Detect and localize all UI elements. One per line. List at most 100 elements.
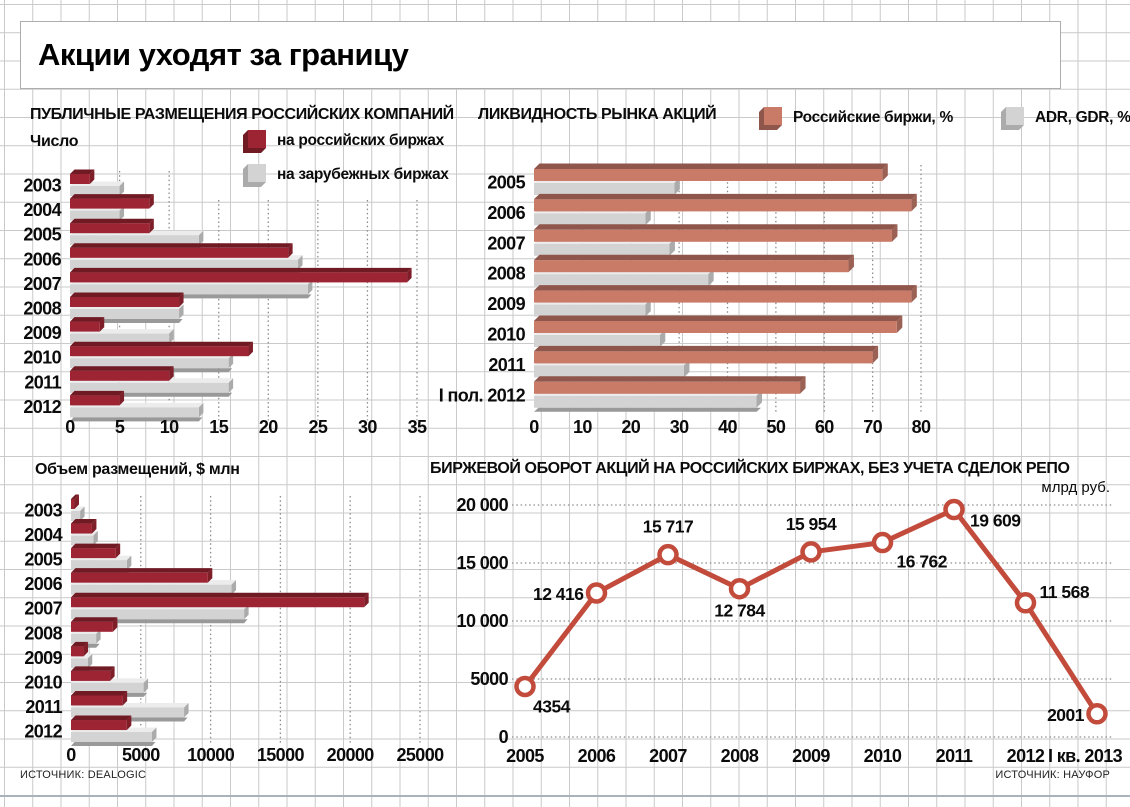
x-tick-label: 10 — [573, 417, 592, 437]
bar-primary — [70, 395, 120, 406]
category-label: 2003 — [24, 501, 62, 521]
x-tick-label: 25 — [308, 417, 327, 437]
chart1-legend: на российских биржах на зарубежных биржа… — [240, 124, 449, 192]
bar-primary — [71, 720, 127, 731]
x-tick-label: 15 — [209, 417, 228, 437]
category-label: 2008 — [487, 264, 525, 284]
category-label: 2010 — [487, 325, 525, 345]
bar-primary — [71, 499, 75, 509]
header-box: Акции уходят за границу — [20, 21, 1061, 89]
chart-exchange-turnover: 0 5000 10 000 15 000 20 000 4354 12 416 15 717 1… — [457, 495, 1124, 766]
bar-primary — [70, 198, 150, 209]
data-point-2008 — [728, 577, 751, 600]
x-tick-label: 2011 — [936, 746, 973, 766]
chart3-title: Объем размещений, $ млн — [35, 461, 240, 478]
value-label: 12 784 — [714, 601, 765, 621]
x-tick-label: 25000 — [396, 745, 444, 765]
legend-cube — [1000, 107, 1024, 130]
bar-row-2004: 2004 — [24, 519, 98, 550]
x-tick-label: 15000 — [257, 745, 305, 765]
bar-secondary — [70, 358, 229, 369]
bar-secondary — [71, 707, 185, 718]
turnover-line — [522, 507, 1100, 717]
value-label: 12 416 — [533, 584, 584, 604]
bar-secondary — [71, 535, 94, 546]
bar-secondary — [534, 395, 757, 408]
category-label: 2008 — [23, 299, 61, 319]
bar-secondary — [71, 732, 152, 743]
x-tick-label: 70 — [863, 417, 882, 437]
category-label: 2006 — [24, 574, 62, 594]
legend-label: ADR, GDR, % — [1034, 109, 1130, 126]
red-cube-icon — [240, 126, 268, 156]
y-tick-label: 0 — [499, 727, 509, 747]
bar-primary — [71, 597, 365, 608]
bar-row-2006: 2006 — [487, 193, 917, 230]
bar-row-2003: 2003 — [24, 494, 85, 525]
x-tick-label: 2006 — [578, 746, 616, 766]
legend-label: Российские биржи, % — [793, 109, 953, 126]
bar-primary — [534, 229, 892, 242]
x-tick-label: 20 — [621, 417, 640, 437]
data-point-2007 — [657, 543, 679, 566]
bar-primary — [534, 260, 849, 273]
x-tick-label: 35 — [408, 417, 427, 437]
category-label: 2006 — [23, 249, 61, 269]
data-point-2010 — [871, 531, 894, 554]
category-label: 2012 — [24, 722, 62, 742]
bar-secondary — [71, 560, 127, 571]
bar-secondary — [70, 407, 199, 418]
legend-cube — [759, 107, 782, 130]
data-point-2005 — [514, 675, 536, 698]
bar-secondary — [71, 511, 81, 521]
category-label: 2011 — [25, 697, 62, 717]
category-label: 2004 — [24, 525, 62, 545]
bar-secondary — [71, 633, 97, 644]
bar-primary — [71, 523, 92, 534]
bar-row-2012: 2012 — [24, 715, 157, 747]
bar-primary — [71, 670, 111, 681]
bottom-rule — [0, 795, 1130, 797]
legend-cube — [243, 164, 266, 187]
chart1-title: ПУБЛИЧНЫЕ РАЗМЕЩЕНИЯ РОССИЙСКИХ КОМПАНИЙ — [30, 106, 454, 123]
value-label: 2001 — [1047, 705, 1085, 725]
value-label: 15 717 — [643, 517, 694, 537]
chart-public-offerings: 2003200420052006200720082009201020112012… — [23, 169, 428, 437]
bar-secondary — [71, 658, 88, 669]
source-left: ИСТОЧНИК: DEALOGIC — [20, 769, 147, 781]
x-tick-label: I кв. 2013 — [1048, 746, 1123, 766]
bar-row-2007: 2007 — [23, 267, 412, 299]
category-label: 2010 — [24, 672, 62, 692]
bar-row-2009: 2009 — [24, 641, 93, 673]
value-label: 15 954 — [786, 514, 837, 534]
category-label: 2009 — [24, 648, 62, 668]
x-tick-label: 0 — [66, 745, 76, 765]
bar-primary — [70, 321, 100, 332]
x-tick-label: 0 — [65, 417, 75, 437]
bar-primary — [71, 572, 208, 583]
chart4-title: БИРЖЕВОЙ ОБОРОТ АКЦИЙ НА РОССИЙСКИХ БИРЖ… — [430, 460, 1070, 477]
bar-row-2012: 2012 — [23, 390, 204, 422]
chart4-unit: млрд руб. — [1041, 479, 1110, 496]
bar-primary — [534, 290, 912, 303]
x-tick-label: 10000 — [187, 745, 235, 765]
source-right: ИСТОЧНИК: НАУФОР — [995, 769, 1110, 781]
bar-secondary — [534, 183, 675, 195]
gray-cube-icon — [240, 160, 268, 190]
category-label: 2010 — [23, 348, 61, 368]
category-label: 2009 — [487, 294, 525, 314]
bar-primary — [70, 370, 170, 381]
category-label: 2007 — [23, 274, 61, 294]
legend-item-foreign-exchanges: на зарубежных биржах — [240, 158, 449, 192]
x-tick-label: 0 — [529, 417, 539, 437]
bar-primary — [70, 272, 408, 283]
bar-primary — [70, 223, 150, 234]
x-tick-label: 20000 — [327, 745, 375, 765]
category-label: 2005 — [487, 173, 525, 193]
y-tick-label: 10 000 — [457, 611, 509, 631]
x-tick-label: 5000 — [122, 745, 160, 765]
legend-cube — [243, 130, 266, 153]
x-tick-label: 2012 — [1007, 746, 1045, 766]
category-label: 2012 — [23, 397, 61, 417]
